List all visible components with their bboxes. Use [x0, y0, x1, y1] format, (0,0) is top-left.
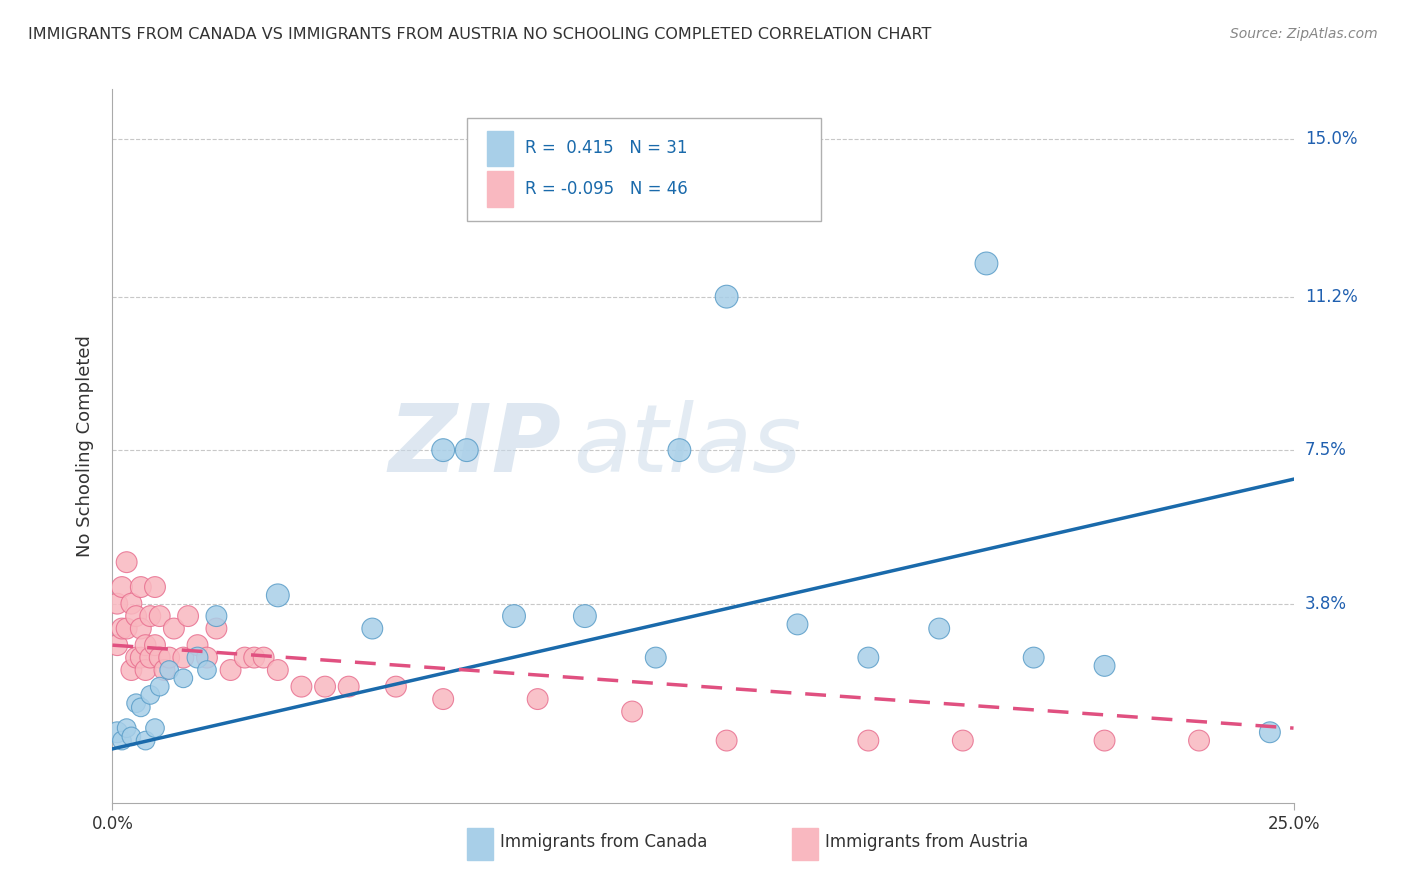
Point: [786, 617, 808, 632]
Point: [1022, 650, 1045, 665]
Text: Immigrants from Austria: Immigrants from Austria: [825, 833, 1028, 851]
Bar: [486, 130, 513, 166]
Text: 11.2%: 11.2%: [1305, 287, 1357, 306]
FancyBboxPatch shape: [467, 118, 821, 221]
Point: [157, 650, 180, 665]
Point: [858, 733, 880, 747]
Point: [105, 725, 128, 739]
Point: [267, 588, 290, 602]
Text: R =  0.415   N = 31: R = 0.415 N = 31: [524, 139, 688, 157]
Point: [267, 663, 290, 677]
Point: [432, 692, 454, 706]
Point: [503, 609, 526, 624]
Point: [1258, 725, 1281, 739]
Point: [105, 597, 128, 611]
Bar: [467, 828, 492, 860]
Point: [129, 650, 152, 665]
Point: [149, 680, 172, 694]
Bar: [486, 171, 513, 207]
Point: [139, 650, 162, 665]
Point: [163, 622, 186, 636]
Point: [186, 650, 208, 665]
Point: [526, 692, 548, 706]
Point: [219, 663, 242, 677]
Point: [952, 733, 974, 747]
Text: Immigrants from Canada: Immigrants from Canada: [501, 833, 707, 851]
Point: [361, 622, 384, 636]
Point: [149, 650, 172, 665]
Point: [149, 609, 172, 624]
Y-axis label: No Schooling Completed: No Schooling Completed: [76, 335, 94, 557]
Point: [858, 650, 880, 665]
Text: R = -0.095   N = 46: R = -0.095 N = 46: [524, 180, 688, 198]
Point: [139, 688, 162, 702]
Point: [125, 609, 148, 624]
Point: [172, 671, 194, 685]
Point: [1188, 733, 1211, 747]
Point: [125, 696, 148, 710]
Point: [111, 733, 134, 747]
Point: [205, 622, 228, 636]
Point: [668, 443, 690, 458]
Text: 7.5%: 7.5%: [1305, 442, 1347, 459]
Point: [135, 663, 157, 677]
Point: [120, 663, 142, 677]
Point: [621, 705, 644, 719]
Point: [120, 597, 142, 611]
Point: [129, 700, 152, 714]
Point: [233, 650, 256, 665]
Point: [115, 721, 138, 735]
Point: [153, 663, 176, 677]
Point: [129, 622, 152, 636]
Point: [172, 650, 194, 665]
Point: [290, 680, 312, 694]
Point: [120, 730, 142, 744]
Text: atlas: atlas: [574, 401, 801, 491]
Point: [574, 609, 596, 624]
Point: [115, 555, 138, 569]
Point: [135, 638, 157, 652]
Point: [139, 609, 162, 624]
Point: [105, 638, 128, 652]
Point: [115, 622, 138, 636]
Point: [976, 256, 998, 270]
Text: IMMIGRANTS FROM CANADA VS IMMIGRANTS FROM AUSTRIA NO SCHOOLING COMPLETED CORRELA: IMMIGRANTS FROM CANADA VS IMMIGRANTS FRO…: [28, 27, 932, 42]
Point: [195, 650, 218, 665]
Point: [456, 443, 478, 458]
Point: [143, 638, 166, 652]
Point: [129, 580, 152, 594]
Text: ZIP: ZIP: [388, 400, 561, 492]
Point: [1094, 659, 1116, 673]
Point: [125, 650, 148, 665]
Text: Source: ZipAtlas.com: Source: ZipAtlas.com: [1230, 27, 1378, 41]
Point: [135, 733, 157, 747]
Point: [111, 580, 134, 594]
Point: [716, 290, 738, 304]
Point: [143, 721, 166, 735]
Point: [716, 733, 738, 747]
Point: [432, 443, 454, 458]
Point: [928, 622, 950, 636]
Point: [186, 638, 208, 652]
Point: [644, 650, 666, 665]
Point: [314, 680, 336, 694]
Text: 3.8%: 3.8%: [1305, 595, 1347, 613]
Point: [177, 609, 200, 624]
Point: [385, 680, 408, 694]
Point: [253, 650, 276, 665]
Text: 15.0%: 15.0%: [1305, 130, 1357, 148]
Point: [143, 580, 166, 594]
Point: [243, 650, 266, 665]
Point: [337, 680, 360, 694]
Point: [195, 663, 218, 677]
Point: [205, 609, 228, 624]
Point: [1094, 733, 1116, 747]
Bar: [792, 828, 817, 860]
Point: [111, 622, 134, 636]
Point: [157, 663, 180, 677]
